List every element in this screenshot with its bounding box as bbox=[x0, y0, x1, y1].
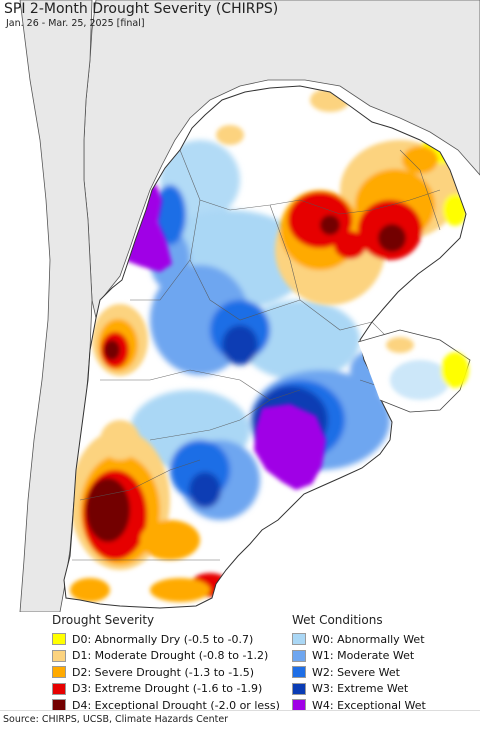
legend-swatch bbox=[292, 666, 306, 679]
legend-swatch bbox=[292, 633, 306, 646]
legend-item-w2: W2: Severe Wet bbox=[292, 664, 426, 681]
drought-legend: Drought Severity D0: Abnormally Dry (-0.… bbox=[52, 612, 280, 714]
footer-divider bbox=[0, 710, 480, 711]
legend-label: D4: Exceptional Drought (-2.0 or less) bbox=[72, 698, 280, 712]
legend-label: W2: Severe Wet bbox=[312, 665, 400, 679]
legend-label: W3: Extreme Wet bbox=[312, 682, 409, 696]
legend-item-w0: W0: Abnormally Wet bbox=[292, 631, 426, 648]
legend-label: D1: Moderate Drought (-0.8 to -1.2) bbox=[72, 649, 269, 663]
legend-label: D0: Abnormally Dry (-0.5 to -0.7) bbox=[72, 632, 254, 646]
legend-item-d2: D2: Severe Drought (-1.3 to -1.5) bbox=[52, 664, 280, 681]
wet-legend: Wet Conditions W0: Abnormally Wet W1: Mo… bbox=[292, 612, 426, 714]
legend-item-d1: D1: Moderate Drought (-0.8 to -1.2) bbox=[52, 648, 280, 665]
legend-label: W4: Exceptional Wet bbox=[312, 698, 426, 712]
drought-map: SPI 2-Month Drought Severity (CHIRPS) Ja… bbox=[4, 0, 480, 612]
legend-label: W1: Moderate Wet bbox=[312, 649, 415, 663]
legend-swatch bbox=[292, 682, 306, 695]
legend-item-w1: W1: Moderate Wet bbox=[292, 648, 426, 665]
wet-legend-title: Wet Conditions bbox=[292, 613, 383, 627]
legend-item-w3: W3: Extreme Wet bbox=[292, 681, 426, 698]
drought-legend-title: Drought Severity bbox=[52, 613, 155, 627]
legend-swatch bbox=[52, 666, 66, 679]
map-title: SPI 2-Month Drought Severity (CHIRPS) bbox=[4, 1, 278, 17]
legend-item-w4: W4: Exceptional Wet bbox=[292, 697, 426, 714]
legend-item-d0: D0: Abnormally Dry (-0.5 to -0.7) bbox=[52, 631, 280, 648]
legend-item-d3: D3: Extreme Drought (-1.6 to -1.9) bbox=[52, 681, 280, 698]
legend: Drought Severity D0: Abnormally Dry (-0.… bbox=[0, 612, 480, 712]
legend-swatch bbox=[292, 649, 306, 662]
map-subtitle: Jan. 26 - Mar. 25, 2025 [final] bbox=[5, 18, 145, 29]
legend-label: D3: Extreme Drought (-1.6 to -1.9) bbox=[72, 682, 263, 696]
legend-label: W0: Abnormally Wet bbox=[312, 632, 425, 646]
legend-label: D2: Severe Drought (-1.3 to -1.5) bbox=[72, 665, 255, 679]
legend-swatch bbox=[52, 682, 66, 695]
legend-item-d4: D4: Exceptional Drought (-2.0 or less) bbox=[52, 697, 280, 714]
source-credit: Source: CHIRPS, UCSB, Climate Hazards Ce… bbox=[3, 714, 229, 725]
legend-swatch bbox=[52, 649, 66, 662]
legend-swatch bbox=[52, 633, 66, 646]
